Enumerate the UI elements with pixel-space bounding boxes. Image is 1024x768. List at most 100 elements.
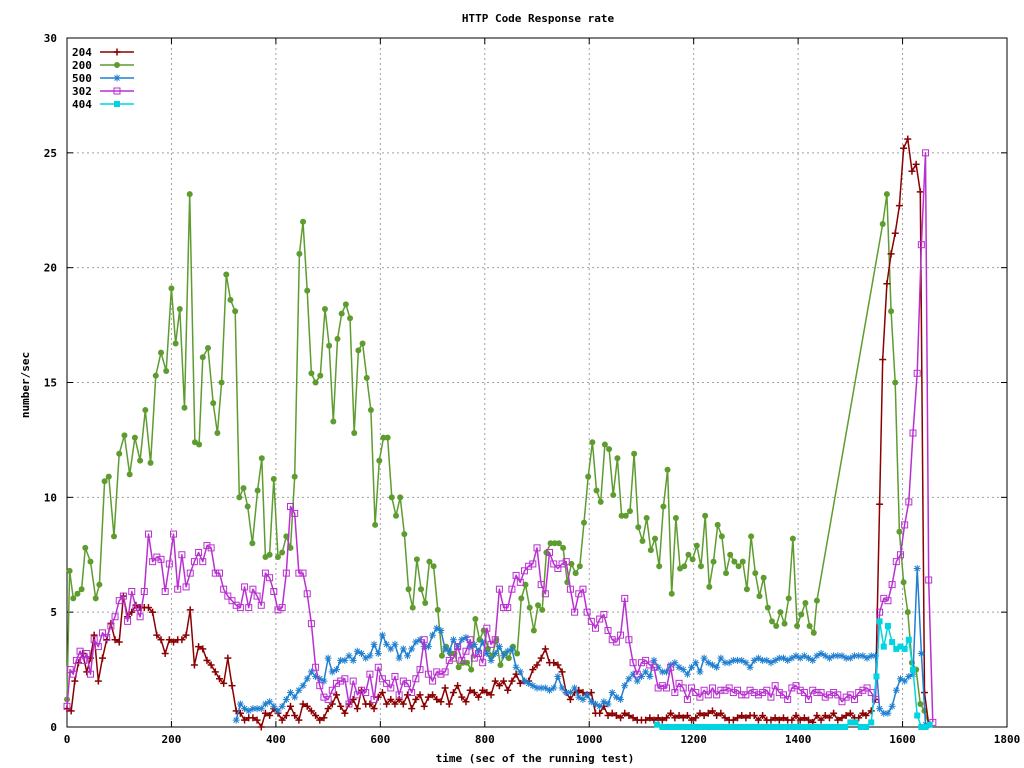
data-point [218, 379, 225, 386]
data-point [667, 709, 675, 717]
data-point [512, 571, 520, 579]
data-point [571, 684, 579, 692]
x-tick-label: 1000 [576, 733, 603, 746]
data-point [470, 640, 478, 648]
data-point [643, 515, 650, 522]
data-point [614, 455, 621, 462]
data-point [917, 650, 925, 658]
data-point [798, 611, 805, 618]
data-point [879, 221, 886, 228]
data-point [274, 707, 282, 715]
data-point [855, 652, 863, 660]
data-point [437, 627, 445, 635]
data-point [767, 716, 775, 724]
data-point [646, 672, 654, 680]
data-point [87, 558, 94, 565]
data-point [888, 702, 896, 710]
data-point [788, 716, 796, 724]
data-point [232, 716, 240, 724]
data-point [429, 677, 437, 685]
data-point [433, 668, 441, 676]
data-point [873, 673, 880, 680]
data-point [654, 684, 662, 692]
data-point [355, 347, 362, 354]
data-point [535, 602, 542, 609]
data-point [631, 450, 638, 457]
legend-label: 404 [72, 98, 92, 111]
data-point [261, 569, 269, 577]
data-point [558, 560, 566, 568]
data-point [604, 712, 612, 720]
data-point [324, 695, 332, 703]
data-point [688, 684, 696, 692]
data-point [203, 656, 211, 664]
data-point [299, 682, 307, 690]
data-point [863, 654, 871, 662]
data-point [679, 714, 687, 722]
data-point [700, 686, 708, 694]
data-point [266, 712, 274, 720]
data-point [554, 565, 562, 573]
data-point [738, 656, 746, 664]
data-point [401, 531, 408, 538]
data-point [792, 712, 800, 720]
data-point [418, 586, 425, 593]
data-point [550, 659, 558, 667]
data-point [917, 241, 925, 249]
data-point [683, 695, 691, 703]
data-point [884, 622, 891, 629]
data-point [690, 724, 697, 730]
data-point [537, 654, 545, 662]
data-point [529, 560, 537, 568]
data-point [838, 714, 846, 722]
data-point [114, 101, 120, 107]
data-point [654, 721, 661, 728]
data-point [708, 707, 716, 715]
data-point [454, 643, 462, 651]
data-point [445, 700, 453, 708]
data-point [119, 592, 127, 600]
data-point [626, 508, 633, 515]
data-point [113, 74, 121, 82]
data-point [353, 691, 361, 699]
data-point [889, 639, 896, 646]
data-point [518, 595, 525, 602]
data-point [846, 691, 854, 699]
data-point [593, 487, 600, 494]
data-point [207, 544, 215, 552]
data-point [541, 590, 549, 598]
data-point [253, 716, 261, 724]
data-point [650, 716, 658, 724]
data-point [337, 702, 345, 710]
data-point [672, 515, 679, 522]
data-point [771, 682, 779, 690]
y-tick-label: 10 [44, 491, 57, 504]
data-point [508, 585, 516, 593]
data-point [345, 700, 353, 708]
data-point [646, 661, 654, 669]
data-point [629, 670, 637, 678]
data-point [505, 655, 512, 662]
data-point [107, 622, 115, 630]
data-point [892, 686, 900, 694]
data-point [774, 724, 781, 730]
data-point [683, 712, 691, 720]
data-point [76, 647, 84, 655]
data-point [742, 714, 750, 722]
data-point [403, 679, 411, 687]
data-point [591, 624, 599, 632]
data-point [813, 712, 821, 720]
data-point [784, 695, 792, 703]
data-point [136, 613, 144, 621]
data-point [113, 87, 121, 95]
data-point [817, 716, 825, 724]
data-point [157, 636, 165, 644]
data-point [813, 652, 821, 660]
data-point [805, 695, 813, 703]
data-point [754, 691, 762, 699]
data-point [258, 455, 265, 462]
data-point [366, 700, 374, 708]
data-point [892, 558, 900, 566]
data-point [671, 714, 679, 722]
data-point [149, 558, 157, 566]
